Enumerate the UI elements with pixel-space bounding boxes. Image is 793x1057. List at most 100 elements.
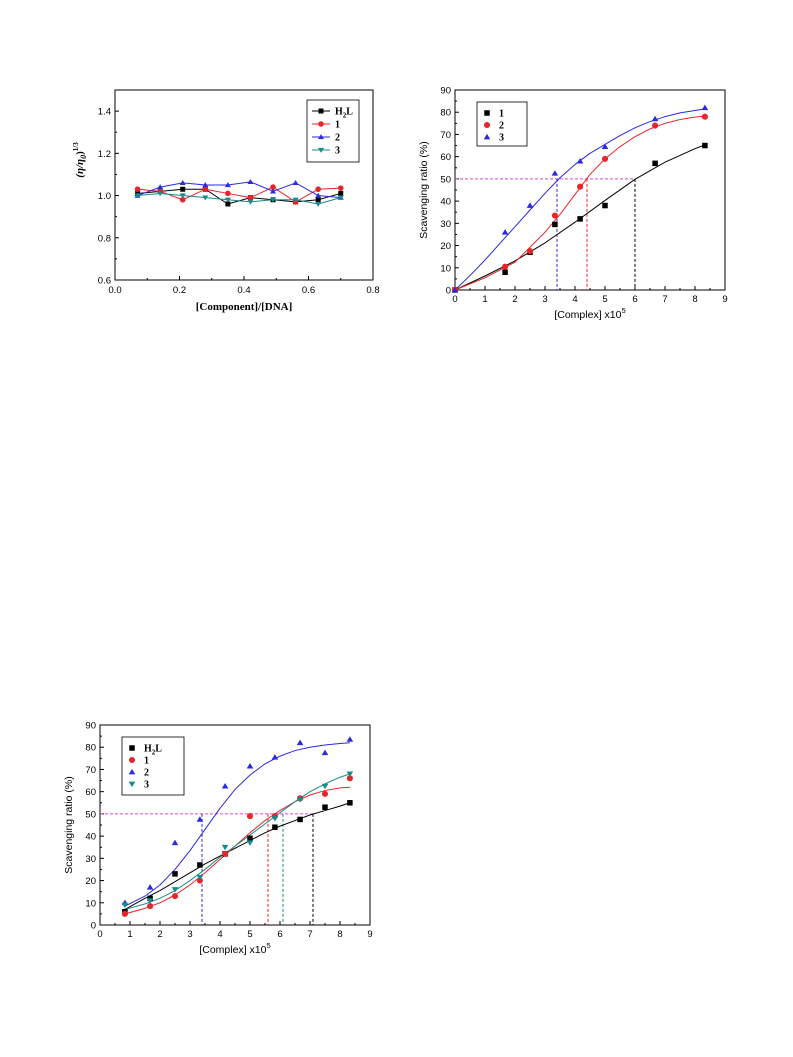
legend-label: 1 <box>144 756 149 767</box>
data-point <box>652 160 658 167</box>
y-axis-label: Scavenging ratio (%) <box>63 776 75 873</box>
data-point <box>322 804 328 810</box>
data-point <box>271 754 279 760</box>
y-tick-label: 30 <box>85 854 96 865</box>
data-point <box>247 178 254 184</box>
legend-marker <box>318 147 324 153</box>
y-label-sub: 0 <box>79 155 88 159</box>
data-point <box>576 157 584 164</box>
fit-curve-0 <box>454 144 706 291</box>
legend-label-sub: 2 <box>152 749 156 757</box>
y-tick-label: 90 <box>440 86 451 97</box>
legend-label: H2L <box>144 744 162 757</box>
fit-curve-3 <box>124 773 351 910</box>
data-point <box>171 839 179 846</box>
x-tick-label: 4 <box>217 929 222 940</box>
legend-marker <box>483 121 491 129</box>
y-label-sup: 1/3 <box>72 142 80 151</box>
data-point <box>526 202 534 208</box>
data-point <box>551 212 558 219</box>
series-line-3 <box>137 192 341 205</box>
data-point <box>225 201 231 207</box>
data-point <box>292 197 299 203</box>
data-point <box>247 835 253 842</box>
x-tick-label: 0.0 <box>108 285 121 296</box>
data-point <box>179 196 186 203</box>
legend-label: 2 <box>144 768 149 779</box>
data-point <box>502 269 508 275</box>
data-point <box>172 871 178 877</box>
data-point <box>202 186 209 193</box>
series-line-1 <box>137 186 341 203</box>
legend-label: 1 <box>335 120 340 131</box>
data-point <box>601 155 609 162</box>
legend-marker <box>318 108 324 114</box>
data-point <box>222 850 229 857</box>
legend-label-main: H <box>144 744 152 755</box>
x-tick-label: 6 <box>277 929 282 940</box>
data-point <box>146 898 154 904</box>
data-point <box>121 902 129 909</box>
y-tick-label: 70 <box>85 765 96 776</box>
data-point <box>272 824 278 830</box>
legend-marker <box>128 756 136 764</box>
data-point <box>601 143 609 150</box>
x-tick-label: 2 <box>157 929 162 940</box>
data-point <box>577 183 584 190</box>
data-point <box>196 816 204 822</box>
fit-curve-0 <box>124 802 351 910</box>
data-point <box>346 771 354 778</box>
y-tick-label: 60 <box>440 152 451 163</box>
y-tick-label: 20 <box>440 241 451 252</box>
y-tick-label: 80 <box>85 743 96 754</box>
y-label-main: (η/η <box>74 159 86 178</box>
data-point <box>270 188 277 194</box>
data-point <box>296 797 304 803</box>
data-point <box>221 782 229 789</box>
data-point <box>347 800 353 806</box>
data-point <box>321 790 329 797</box>
legend-label-sub: 2 <box>343 112 347 120</box>
data-point <box>652 122 659 129</box>
legend-label: 3 <box>335 146 340 157</box>
data-point <box>315 192 322 198</box>
data-point <box>171 893 179 900</box>
data-point <box>701 113 708 120</box>
legend-marker <box>128 781 136 788</box>
legend-marker <box>318 134 324 140</box>
y-axis-label: (η/η0)1/3 <box>72 142 88 178</box>
x-label-main: [Complex] x10 <box>554 309 621 321</box>
x-axis-label: [Component]/[DNA] <box>196 301 293 313</box>
data-point <box>134 186 141 193</box>
legend-marker <box>128 768 136 775</box>
fit-curve-1 <box>124 786 350 915</box>
data-point <box>134 193 141 199</box>
data-point <box>337 185 344 191</box>
data-point <box>221 844 229 851</box>
x-tick-label: 7 <box>662 294 667 305</box>
legend-label: 2 <box>499 121 504 132</box>
data-point <box>296 739 304 746</box>
data-point <box>202 195 209 201</box>
data-point <box>315 186 321 193</box>
data-point <box>551 170 559 176</box>
x-tick-label: 1 <box>482 294 487 305</box>
data-point <box>297 816 303 823</box>
y-tick-label: 70 <box>440 130 451 141</box>
x-tick-label: 4 <box>572 294 577 305</box>
legend-label: H2L <box>335 107 353 120</box>
legend-marker <box>129 745 135 751</box>
data-point <box>147 903 154 910</box>
y-tick-label: 0 <box>91 921 96 932</box>
data-point <box>246 762 254 769</box>
legend-label: 1 <box>499 109 504 120</box>
data-point <box>501 229 509 235</box>
data-point <box>552 221 558 228</box>
data-point <box>247 194 254 201</box>
x-tick-label: 0.8 <box>366 285 379 296</box>
x-tick-label: 5 <box>247 929 252 940</box>
data-point <box>121 910 128 917</box>
y-tick-label: 0 <box>446 286 451 297</box>
